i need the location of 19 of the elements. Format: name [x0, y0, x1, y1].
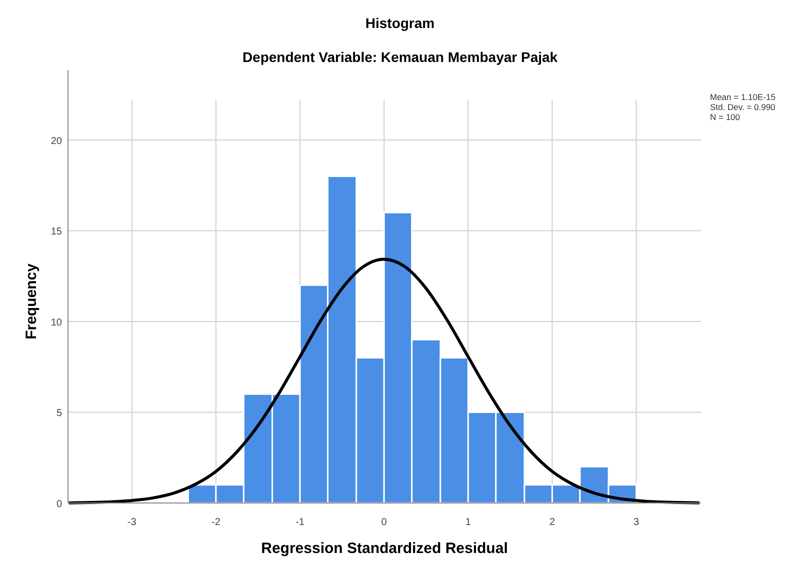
x-tick-label: 3: [633, 517, 640, 528]
chart-title: Histogram: [365, 15, 435, 31]
x-tick-label: -1: [296, 517, 305, 528]
y-tick-label: 0: [56, 499, 62, 510]
x-tick-label: -3: [127, 517, 137, 528]
text: Mean = 1.10E-15: [710, 92, 776, 102]
text: N = 100: [710, 112, 740, 122]
y-tick-label: 15: [50, 226, 62, 238]
y-tick-label: 20: [50, 136, 62, 147]
x-axis-title: Regression Standardized Residual: [261, 540, 508, 557]
x-tick-label: -2: [212, 517, 221, 528]
chart-subtitle: Dependent Variable: Kemauan Membayar Pajak: [242, 49, 558, 65]
text: Std. Dev. = 0.990: [710, 102, 776, 112]
x-tick-label: 2: [549, 517, 556, 528]
y-tick-label: 5: [56, 408, 62, 420]
x-tick-label: 1: [465, 517, 472, 528]
y-tick-label: 10: [50, 317, 62, 328]
y-axis-title: Frequency: [23, 262, 40, 340]
x-tick-label: 0: [381, 517, 388, 528]
